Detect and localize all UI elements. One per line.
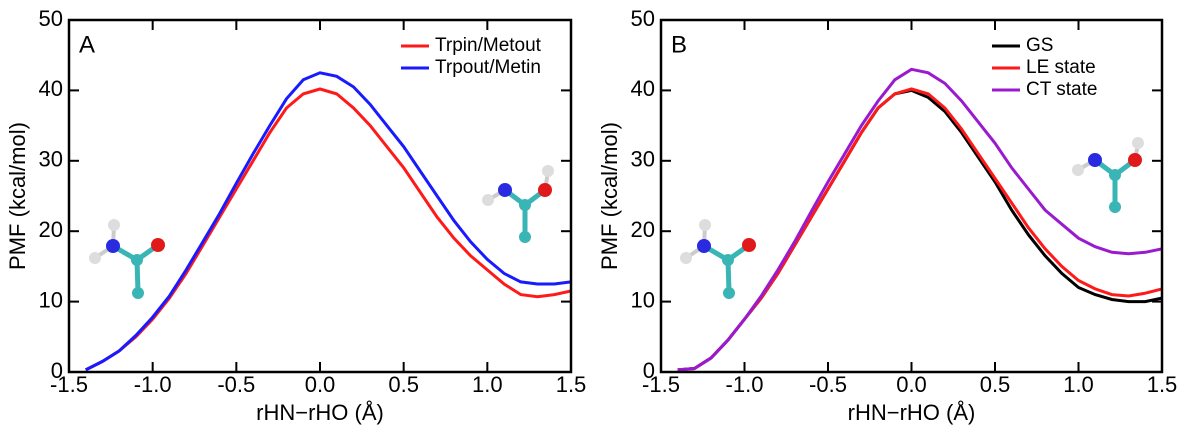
y-tick-label: 20: [39, 217, 63, 242]
x-tick-label: 0.0: [305, 372, 336, 397]
legend-label: GS: [1026, 35, 1053, 56]
y-tick-label: 10: [39, 287, 63, 312]
y-axis-label: PMF (kcal/mol): [5, 122, 30, 270]
y-tick-label: 50: [631, 6, 655, 31]
y-tick-label: 30: [39, 147, 63, 172]
figure: 01020304050-1.5-1.0-0.50.00.51.01.5Trpin…: [0, 0, 1183, 433]
y-tick-label: 40: [39, 76, 63, 101]
legend-label: Trpin/Metout: [435, 35, 542, 56]
x-tick-label: -0.5: [809, 372, 847, 397]
molecule-icon: [1072, 137, 1144, 213]
legend-label: LE state: [1026, 57, 1096, 78]
series-line: [678, 89, 1162, 370]
y-tick-label: 40: [631, 76, 655, 101]
y-tick-label: 50: [39, 6, 63, 31]
legend-label: Trpout/Metin: [435, 57, 541, 78]
molecule-icon: [89, 219, 165, 299]
series-line: [86, 73, 571, 370]
series-line: [678, 69, 1162, 370]
x-tick-label: 0.5: [388, 372, 419, 397]
x-tick-label: 0.0: [896, 372, 927, 397]
x-axis-label: rHN−rHO (Å): [256, 400, 384, 425]
series-line: [678, 90, 1162, 370]
x-tick-label: 1.5: [1147, 372, 1178, 397]
y-tick-label: 20: [631, 217, 655, 242]
x-tick-label: 1.0: [1063, 372, 1094, 397]
x-tick-label: -1.0: [134, 372, 172, 397]
y-tick-label: 30: [631, 147, 655, 172]
molecule-icon: [680, 219, 756, 299]
y-axis-label: PMF (kcal/mol): [597, 122, 622, 270]
x-axis-label: rHN−rHO (Å): [848, 400, 976, 425]
x-tick-label: -1.0: [726, 372, 764, 397]
x-tick-label: -1.5: [642, 372, 680, 397]
legend-label: CT state: [1026, 79, 1097, 100]
x-tick-label: -0.5: [217, 372, 255, 397]
panel-label: A: [79, 31, 95, 58]
series-line: [86, 89, 571, 370]
x-tick-label: 0.5: [980, 372, 1011, 397]
molecule-icon: [482, 165, 554, 243]
x-tick-label: -1.5: [50, 372, 88, 397]
panel-label: B: [671, 31, 687, 58]
x-tick-label: 1.5: [556, 372, 587, 397]
x-tick-label: 1.0: [472, 372, 503, 397]
y-tick-label: 10: [631, 287, 655, 312]
